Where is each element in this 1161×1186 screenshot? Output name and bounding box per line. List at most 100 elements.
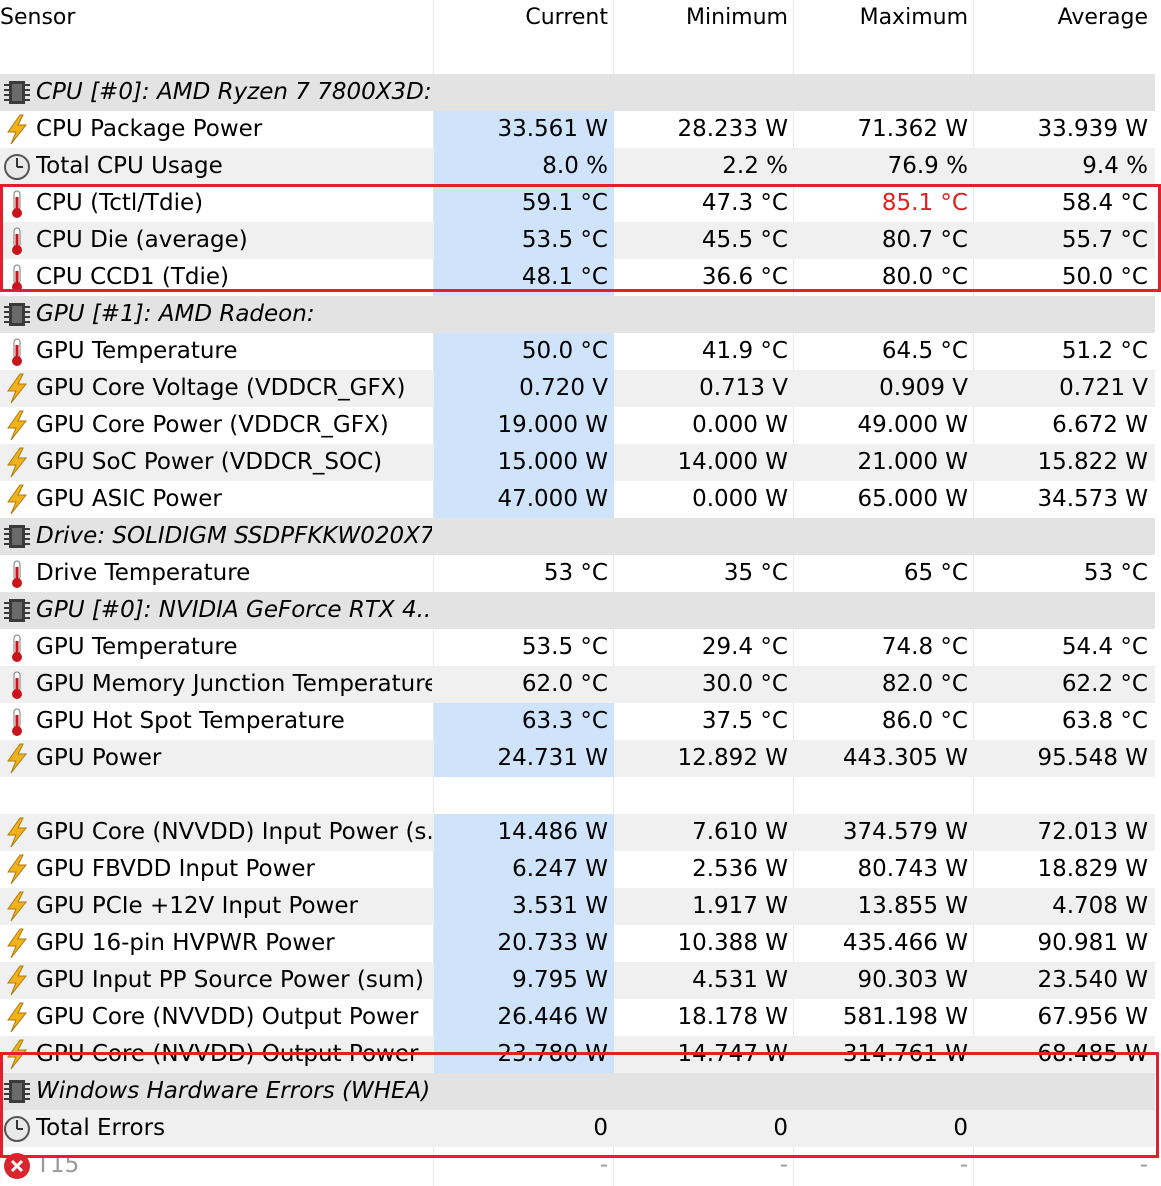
sensor-group-row[interactable]: GPU [#1]: AMD Radeon: (0, 296, 1155, 333)
minimum-value: 0.713 V (699, 375, 788, 401)
header-current[interactable]: Current (525, 5, 608, 30)
sensor-row[interactable]: T15- - - - (0, 1147, 1155, 1184)
sensor-row[interactable]: CPU (Tctl/Tdie) 59.1 °C 47.3 °C 85.1 °C 58.4… (0, 185, 1155, 222)
current-value: 14.486 W (434, 814, 614, 851)
minimum-value: 45.5 °C (701, 227, 788, 253)
current-value: 53.5 °C (434, 222, 614, 259)
sensor-row[interactable]: CPU CCD1 (Tdie) 48.1 °C 36.6 °C 80.0 °C 50.0… (0, 259, 1155, 296)
sensor-row[interactable]: CPU Die (average) 53.5 °C 45.5 °C 80.7 °C 55… (0, 222, 1155, 259)
sensor-row[interactable]: GPU Hot Spot Temperature 63.3 °C 37.5 °C 86… (0, 703, 1155, 740)
sensor-row[interactable]: GPU Input PP Source Power (sum) 9.795 W 4.… (0, 962, 1155, 999)
sensor-name: GPU Core Voltage (VDDCR_GFX) (36, 375, 406, 401)
sensor-name: Drive Temperature (36, 560, 251, 586)
minimum-value: 12.892 W (677, 745, 788, 771)
sensor-name: GPU Memory Junction Temperature (36, 671, 432, 697)
sensor-group-row[interactable]: Windows Hardware Errors (WHEA) (0, 1073, 1155, 1110)
sensor-row[interactable]: Total CPU Usage 8.0 % 2.2 % 76.9 % 9.4 % (0, 148, 1155, 185)
header-minimum[interactable]: Minimum (686, 5, 788, 30)
current-value: 59.1 °C (434, 185, 614, 222)
minimum-value: 18.178 W (677, 1004, 788, 1030)
maximum-value: 581.198 W (842, 1004, 968, 1030)
average-value: 34.573 W (1037, 486, 1148, 512)
minimum-value: 36.6 °C (701, 264, 788, 290)
sensor-row[interactable]: GPU Core Power (VDDCR_GFX) 19.000 W 0.000 … (0, 407, 1155, 444)
sensor-name: Windows Hardware Errors (WHEA) (36, 1078, 431, 1104)
average-value: 67.956 W (1037, 1004, 1148, 1030)
average-value: 15.822 W (1037, 449, 1148, 475)
maximum-value: 71.362 W (857, 116, 968, 142)
sensor-group-row[interactable]: CPU [#0]: AMD Ryzen 7 7800X3D:... (0, 74, 1155, 111)
maximum-value: 85.1 °C (881, 190, 968, 216)
sensor-name: CPU Package Power (36, 116, 263, 142)
current-value: 0.720 V (434, 370, 614, 407)
maximum-value: 90.303 W (857, 967, 968, 993)
sensor-row[interactable]: GPU Memory Junction Temperature 62.0 °C 30… (0, 666, 1155, 703)
maximum-value: 13.855 W (857, 893, 968, 919)
current-value: 24.731 W (434, 740, 614, 777)
minimum-value: 2.2 % (722, 153, 788, 179)
maximum-value: 86.0 °C (881, 708, 968, 734)
header-average[interactable]: Average (1057, 5, 1148, 30)
sensor-row[interactable]: GPU Power 24.731 W 12.892 W 443.305 W 95.548… (0, 740, 1155, 777)
sensor-row[interactable]: Total Errors 0 0 0 (0, 1110, 1155, 1147)
current-value: - (599, 1152, 608, 1178)
sensor-group-row[interactable]: GPU [#0]: NVIDIA GeForce RTX 4... (0, 592, 1155, 629)
minimum-value: 37.5 °C (701, 708, 788, 734)
sensor-name: GPU FBVDD Input Power (36, 856, 316, 882)
sensor-row[interactable]: GPU ASIC Power 47.000 W 0.000 W 65.000 W 34.… (0, 481, 1155, 518)
average-value: 51.2 °C (1061, 338, 1148, 364)
minimum-value: 30.0 °C (701, 671, 788, 697)
average-value: 6.672 W (1052, 412, 1148, 438)
sensor-row[interactable]: GPU Core (NVVDD) Output Power 26.446 W 18.… (0, 999, 1155, 1036)
average-value: 18.829 W (1037, 856, 1148, 882)
current-value: 9.795 W (434, 962, 614, 999)
sensor-name: GPU Core (NVVDD) Output Power (36, 1004, 419, 1030)
sensor-name: Total Errors (36, 1115, 166, 1141)
minimum-value: 0.000 W (692, 412, 788, 438)
sensor-row[interactable]: GPU FBVDD Input Power 6.247 W 2.536 W 80.74… (0, 851, 1155, 888)
sensor-row[interactable]: GPU PCIe +12V Input Power 3.531 W 1.917 W 1… (0, 888, 1155, 925)
maximum-value: 76.9 % (887, 153, 968, 179)
header-sensor[interactable]: Sensor (0, 5, 76, 30)
sensor-group-row[interactable]: Drive: SOLIDIGM SSDPFKKW020X7... (0, 518, 1155, 555)
sensor-row[interactable]: Drive Temperature 53 °C 35 °C 65 °C 53 °C (0, 555, 1155, 592)
current-value: 47.000 W (434, 481, 614, 518)
average-value: 23.540 W (1037, 967, 1148, 993)
minimum-value: 28.233 W (677, 116, 788, 142)
sensor-row[interactable]: GPU SoC Power (VDDCR_SOC) 15.000 W 14.000 … (0, 444, 1155, 481)
sensor-row[interactable]: GPU Core Voltage (VDDCR_GFX) 0.720 V 0.713… (0, 370, 1155, 407)
maximum-value: 21.000 W (857, 449, 968, 475)
sensor-name: GPU Temperature (36, 634, 238, 660)
current-value: 8.0 % (434, 148, 614, 185)
minimum-value: 35 °C (723, 560, 788, 586)
highlight-box-cpu-temps (0, 184, 1161, 292)
current-value: 50.0 °C (434, 333, 614, 370)
spacer-row (0, 777, 1155, 814)
average-value: 54.4 °C (1061, 634, 1148, 660)
sensor-row[interactable]: GPU 16-pin HVPWR Power 20.733 W 10.388 W 43… (0, 925, 1155, 962)
average-value: 55.7 °C (1061, 227, 1148, 253)
minimum-value: 7.610 W (692, 819, 788, 845)
sensor-name: Drive: SOLIDIGM SSDPFKKW020X7... (36, 523, 432, 549)
minimum-value: 10.388 W (677, 930, 788, 956)
average-value: 95.548 W (1037, 745, 1148, 771)
sensor-row[interactable]: GPU Core (NVVDD) Input Power (s... 14.486… (0, 814, 1155, 851)
average-value: 62.2 °C (1061, 671, 1148, 697)
sensor-name: GPU [#0]: NVIDIA GeForce RTX 4... (36, 597, 432, 623)
maximum-value: 65 °C (903, 560, 968, 586)
average-value: - (1139, 1152, 1148, 1178)
sensor-row[interactable]: GPU Temperature 53.5 °C 29.4 °C 74.8 °C 54.4… (0, 629, 1155, 666)
sensor-name: CPU (Tctl/Tdie) (36, 190, 204, 216)
header-maximum[interactable]: Maximum (859, 5, 968, 30)
maximum-value: 64.5 °C (881, 338, 968, 364)
minimum-value: 0.000 W (692, 486, 788, 512)
sensor-name: Total CPU Usage (36, 153, 223, 179)
average-value: 9.4 % (1082, 153, 1148, 179)
sensor-name: CPU [#0]: AMD Ryzen 7 7800X3D:... (36, 79, 432, 105)
average-value: 72.013 W (1037, 819, 1148, 845)
average-value: 0.721 V (1059, 375, 1148, 401)
sensor-name: GPU PCIe +12V Input Power (36, 893, 358, 919)
sensor-row[interactable]: CPU Package Power 33.561 W 28.233 W 71.362 … (0, 111, 1155, 148)
maximum-value: 49.000 W (857, 412, 968, 438)
sensor-row[interactable]: GPU Temperature 50.0 °C 41.9 °C 64.5 °C 51.2… (0, 333, 1155, 370)
